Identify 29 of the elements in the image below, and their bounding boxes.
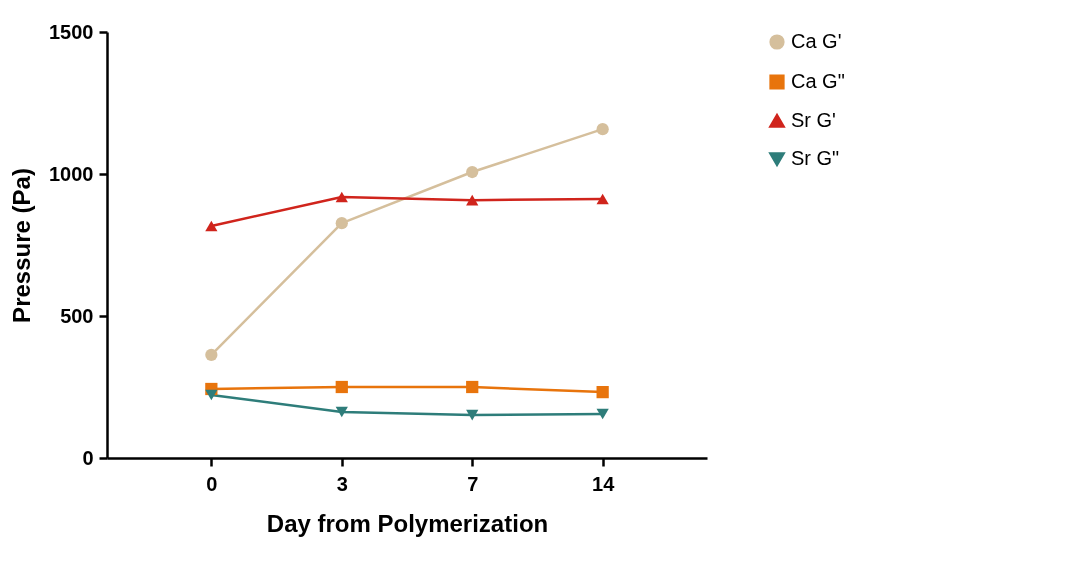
point — [205, 220, 218, 232]
y-tick-label: 1500 — [49, 20, 94, 43]
point — [596, 123, 609, 136]
point — [335, 217, 348, 230]
x-tick-label: 0 — [206, 472, 218, 495]
point — [466, 165, 479, 179]
legend-label: Sr G' — [791, 109, 836, 131]
legend-label: Sr G" — [791, 147, 840, 169]
point — [335, 191, 348, 203]
point — [466, 409, 479, 421]
y-tick-label: 500 — [60, 304, 94, 327]
point — [466, 194, 479, 206]
x-axis-title: Day from Polymerization — [266, 509, 549, 537]
legend-label: Ca G" — [791, 70, 845, 92]
point — [335, 380, 348, 394]
x-tick-label: 3 — [336, 472, 348, 495]
point — [596, 408, 609, 420]
y-tick-label: 0 — [82, 446, 94, 469]
y-axis-title: Pressure (Pa) — [8, 168, 36, 323]
y-tick-label: 1000 — [49, 162, 94, 185]
point — [466, 380, 479, 394]
point — [335, 406, 348, 418]
point — [596, 385, 609, 399]
x-tick-label: 14 — [592, 472, 616, 495]
point — [205, 348, 218, 362]
point — [205, 389, 218, 401]
point — [596, 193, 609, 205]
legend-label: Ca G' — [791, 30, 842, 52]
x-tick-label: 7 — [467, 472, 479, 495]
